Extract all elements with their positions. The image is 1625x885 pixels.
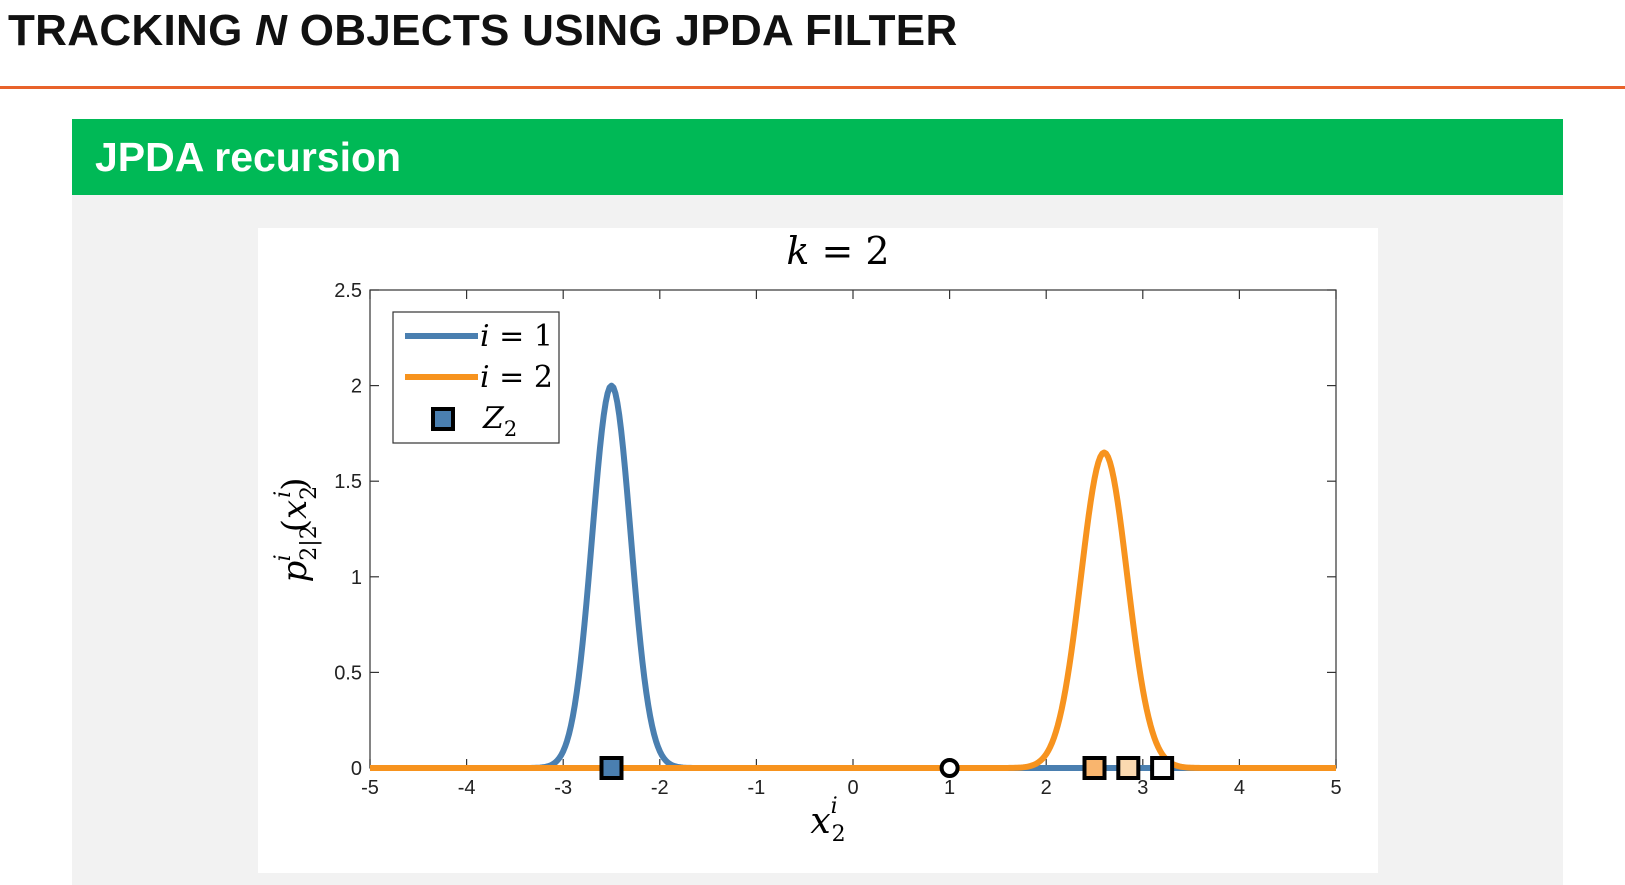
slide-title: TRACKING N OBJECTS USING JPDA FILTER <box>8 6 958 56</box>
x-tick-label: -3 <box>554 777 572 799</box>
x-tick-label: 1 <box>944 777 955 799</box>
legend-label-i2: i = 2 <box>480 360 553 395</box>
measurement-circle <box>939 758 960 778</box>
measurement-square <box>1116 756 1141 780</box>
x-tick-label: 3 <box>1137 777 1148 799</box>
series-line-2 <box>368 449 1338 771</box>
x-tick-label: 5 <box>1330 777 1341 799</box>
x-tick-label: -4 <box>458 777 476 799</box>
measurement-square <box>1150 756 1175 780</box>
x-tick-label: 2 <box>1041 777 1052 799</box>
tick-layer: -5 -4 -3 -2 -1 0 1 2 3 4 5 0 0.5 1 1.5 2 2.5 <box>334 280 1341 799</box>
y-tick-label: 1.5 <box>334 471 362 493</box>
y-tick-label: 2.5 <box>334 280 362 302</box>
legend-label-z2: Z2 <box>482 401 517 441</box>
y-tick-label: 1 <box>351 567 362 589</box>
x-tick-label: -1 <box>748 777 766 799</box>
chart-figure: k = 2 -5 -4 -3 -2 -1 0 1 2 3 4 5 0 0.5 1 1.5 2 2.5 p2|2i… <box>258 228 1378 873</box>
legend-label-i1: i = 1 <box>480 319 553 354</box>
x-tick-label: 0 <box>847 777 858 799</box>
measurement-square <box>1082 756 1107 780</box>
slide-title-post: OBJECTS USING JPDA FILTER <box>287 6 958 55</box>
x-axis-label: xi 2 <box>810 794 845 847</box>
curve-layer <box>368 382 1338 771</box>
legend: i = 1 i = 2 Z2 <box>392 311 560 444</box>
title-rule <box>0 86 1625 89</box>
slide-title-n: N <box>255 6 288 55</box>
measurement-square <box>599 756 624 780</box>
y-tick-label: 0 <box>351 758 362 780</box>
legend-marker-z2 <box>431 407 455 431</box>
x-tick-label: -2 <box>651 777 669 799</box>
block-title: JPDA recursion <box>95 133 402 180</box>
y-tick-label: 2 <box>351 376 362 398</box>
block-header: JPDA recursion <box>72 119 1563 195</box>
marker-layer <box>599 756 1175 780</box>
x-tick-label: 4 <box>1234 777 1245 799</box>
x-tick-label: -5 <box>361 777 379 799</box>
chart-svg: k = 2 -5 -4 -3 -2 -1 0 1 2 3 4 5 0 0.5 1 1.5 2 2.5 p2|2i… <box>271 229 1342 847</box>
y-tick-label: 0.5 <box>334 662 362 684</box>
y-axis-label: p2|2i(x2i) <box>271 478 322 583</box>
chart-title: k = 2 <box>786 229 889 273</box>
slide-title-pre: TRACKING <box>8 6 256 55</box>
